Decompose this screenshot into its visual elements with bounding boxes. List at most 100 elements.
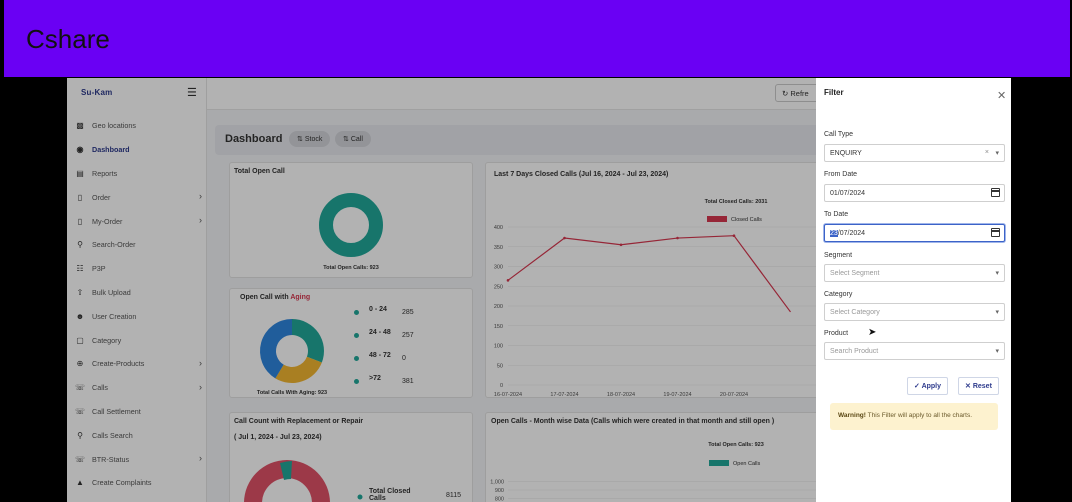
x-tick-label: 17-07-2024	[550, 392, 578, 398]
y-tick-label: 800	[495, 497, 504, 502]
data-point[interactable]	[732, 234, 736, 237]
check-icon: ✓	[914, 383, 920, 390]
sidebar-item-bulk-upload[interactable]: ⇧ Bulk Upload	[67, 281, 207, 305]
data-point[interactable]	[563, 236, 566, 240]
y-tick-label: 400	[494, 225, 503, 231]
sidebar-item-my-order[interactable]: ▯ My-Order ›	[67, 209, 207, 233]
chevron-right-icon: ›	[199, 191, 202, 202]
to-date-field[interactable]: 23/07/2024	[824, 224, 1005, 242]
overlay-banner: Cshare	[4, 0, 1070, 77]
donut-ring	[319, 193, 383, 257]
filter-panel: Filter ✕ Call Type ENQUIRY × ▾ From Date…	[816, 78, 1011, 502]
sidebar-item-label: Geo locations	[92, 121, 136, 131]
sidebar-item-calls-search[interactable]: ⚲ Calls Search	[67, 423, 207, 447]
aging-slice-3[interactable]	[260, 319, 292, 379]
chevron-right-icon: ›	[199, 215, 202, 226]
aging-legend-row: 0 - 24 285	[354, 303, 424, 325]
sidebar-item-order[interactable]: ▯ Order ›	[67, 185, 207, 209]
sidebar-item-label: Order	[92, 192, 111, 202]
aging-card: Open Call with Aging Total Calls With Ag…	[229, 288, 473, 398]
aging-bucket-value: 285	[402, 309, 414, 316]
sidebar-item-reports[interactable]: ▤ Reports	[67, 162, 207, 186]
sidebar-item-category[interactable]: ▢ Category	[67, 328, 207, 352]
replacement-chart	[244, 460, 363, 502]
dashboard-header: Dashboard ⇅ Stock ⇅ Call	[215, 125, 915, 155]
sidebar-item-label: BTR-Status	[92, 454, 130, 464]
data-point[interactable]	[676, 236, 679, 240]
replacement-card: Call Count with Replacement or Repair ( …	[229, 412, 473, 502]
reset-label: Reset	[972, 383, 992, 390]
product-select[interactable]: Search Product ▾	[824, 342, 1005, 360]
call-type-select[interactable]: ENQUIRY × ▾	[824, 144, 1005, 162]
legend-dot	[354, 379, 359, 384]
aging-bucket-label: 24 - 48	[369, 329, 391, 336]
card-subtitle: ( Jul 1, 2024 - Jul 23, 2024)	[234, 434, 322, 441]
segment-placeholder: Select Segment	[830, 270, 880, 277]
sidebar-item-dashboard[interactable]: ◉ Dashboard	[67, 138, 207, 162]
logo: Su-Kam	[81, 88, 113, 97]
legend-swatch	[709, 460, 729, 466]
sidebar: Su-Kam ☰ ▩ Geo locations ◉ Dashboard ▤ Report…	[67, 78, 207, 502]
aging-chart: Total Calls With Aging: 923	[257, 319, 327, 396]
category-label: Category	[824, 291, 853, 298]
chevron-down-icon: ▾	[995, 270, 999, 277]
sort-icon: ⇅	[297, 136, 303, 143]
sidebar-item-user-creation[interactable]: ☻ User Creation	[67, 304, 207, 328]
reset-button[interactable]: ✕ Reset	[958, 377, 999, 395]
refresh-icon: ↻	[782, 89, 789, 98]
sidebar-item-call-settlement[interactable]: ☏ Call Settlement	[67, 400, 207, 424]
sitemap-icon: ☷	[76, 264, 84, 274]
card-title: Call Count with Replacement or Repair	[234, 418, 364, 425]
closed-calls-line	[507, 235, 791, 313]
sidebar-item-btr-status[interactable]: ☏ BTR-Status ›	[67, 447, 207, 471]
sidebar-item-calls[interactable]: ☏ Calls ›	[67, 376, 207, 400]
gauge-icon: ◉	[76, 145, 84, 155]
call-toggle[interactable]: ⇅ Call	[335, 131, 371, 147]
chevron-right-icon: ›	[199, 357, 202, 368]
y-tick-label: 100	[494, 344, 503, 350]
apply-button[interactable]: ✓ Apply	[907, 377, 949, 395]
hamburger-icon[interactable]: ☰	[187, 87, 197, 99]
legend-label: Open Calls	[733, 461, 760, 467]
chart-caption: Total Calls With Aging: 923	[257, 390, 327, 396]
x-tick-label: 19-07-2024	[663, 392, 691, 398]
warning-icon: ▲	[76, 478, 84, 488]
sidebar-item-search-order[interactable]: ⚲ Search-Order	[67, 233, 207, 257]
sidebar-item-label: Bulk Upload	[92, 287, 131, 297]
sidebar-item-geo-locations[interactable]: ▩ Geo locations	[67, 114, 207, 138]
from-date-field[interactable]: 01/07/2024	[824, 184, 1005, 202]
sidebar-item-p3p[interactable]: ☷ P3P	[67, 257, 207, 281]
stock-toggle[interactable]: ⇅ Stock	[289, 131, 331, 147]
legend-label: Total Closed Calls	[369, 488, 411, 502]
sidebar-item-create-complaints[interactable]: ▲ Create Complaints	[67, 471, 207, 495]
x-tick-label: 20-07-2024	[720, 392, 748, 398]
call-type-label: Call Type	[824, 131, 854, 138]
sidebar-item-label: Create-Products	[92, 359, 145, 369]
close-icon[interactable]: ✕	[997, 90, 1007, 102]
chevron-down-icon: ▾	[995, 348, 999, 355]
filter-title: Filter	[824, 88, 844, 97]
aging-legend-row: >72 381	[354, 372, 424, 394]
aging-title-highlight: Aging	[290, 294, 311, 301]
aging-slice-1[interactable]	[275, 356, 322, 383]
segment-select[interactable]: Select Segment ▾	[824, 264, 1005, 282]
mouse-cursor-icon: ➤	[868, 327, 877, 338]
clear-icon[interactable]: ×	[984, 149, 989, 156]
sidebar-item-create-products[interactable]: ⊕ Create-Products ›	[67, 352, 207, 376]
data-point[interactable]	[619, 243, 623, 247]
modal-backdrop[interactable]	[67, 78, 816, 502]
category-placeholder: Select Category	[830, 309, 880, 316]
banner-title: Cshare	[26, 24, 110, 54]
data-point[interactable]	[506, 279, 510, 282]
stock-label: Stock	[304, 136, 323, 143]
aging-bucket-value: 257	[402, 332, 414, 339]
y-tick-label: 300	[494, 265, 503, 271]
calendar-icon[interactable]	[991, 228, 1000, 237]
phone-icon: ☏	[74, 406, 85, 416]
sidebar-item-label: User Creation	[92, 311, 137, 321]
aging-bucket-label: 48 - 72	[369, 352, 391, 359]
calendar-icon[interactable]	[991, 188, 1000, 197]
category-select[interactable]: Select Category ▾	[824, 303, 1005, 321]
aging-slice-0[interactable]	[292, 319, 324, 363]
